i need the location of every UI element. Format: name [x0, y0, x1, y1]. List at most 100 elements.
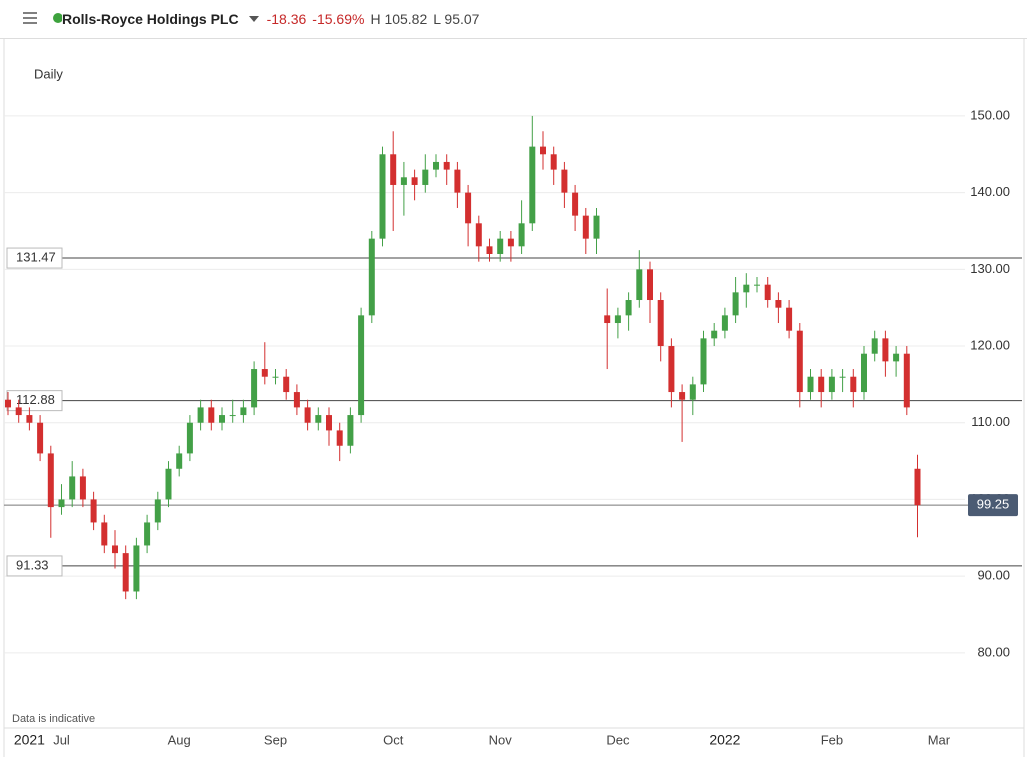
x-tick-label: Aug: [168, 732, 191, 747]
candle-body: [219, 415, 225, 423]
candle-body: [711, 330, 718, 339]
y-tick-label: 140.00: [970, 184, 1010, 199]
candle-body: [208, 407, 215, 423]
candle-body: [165, 468, 172, 500]
candle-body: [144, 522, 151, 546]
candle-body: [422, 169, 429, 185]
change-pct: -15.69%: [312, 11, 365, 27]
candle-body: [914, 468, 921, 506]
candle-body: [593, 215, 600, 239]
candle-body: [636, 269, 643, 301]
candle-body: [486, 246, 493, 254]
candle-body: [15, 407, 22, 416]
candle-body: [796, 330, 803, 393]
candle-body: [828, 376, 835, 393]
candle-body: [807, 376, 814, 393]
candle-body: [518, 223, 525, 247]
candle-body: [336, 430, 343, 446]
candle-body: [90, 499, 97, 523]
candle-body: [154, 499, 161, 523]
y-tick-label: 80.00: [977, 644, 1010, 659]
candle-body: [604, 315, 611, 324]
candle-body: [689, 384, 696, 400]
candle-body: [358, 315, 365, 416]
candle-body: [850, 376, 857, 393]
candle-body: [861, 353, 867, 393]
candle-body: [668, 346, 675, 393]
x-tick-label: Oct: [383, 732, 404, 747]
candle-body: [839, 376, 846, 378]
candle-body: [903, 353, 910, 408]
candle-body: [561, 169, 568, 193]
candle-body: [679, 392, 686, 400]
candle-body: [390, 154, 397, 185]
x-tick-label: Mar: [928, 732, 951, 747]
y-tick-label: 120.00: [970, 337, 1010, 352]
candle-body: [893, 353, 900, 362]
candle-body: [700, 338, 707, 385]
x-tick-label: 2022: [709, 732, 740, 748]
candle-body: [871, 338, 878, 354]
candle-body: [775, 300, 782, 308]
dropdown-caret[interactable]: [245, 0, 267, 38]
y-tick-label: 90.00: [977, 568, 1010, 583]
candle-body: [251, 369, 258, 408]
level-box: [6, 555, 63, 577]
candle-body: [647, 269, 653, 301]
candle-body: [47, 453, 54, 508]
candle-body: [657, 300, 664, 347]
candle-body: [315, 415, 322, 423]
candle-body: [497, 238, 504, 254]
x-tick-label: 2021: [14, 732, 45, 748]
candle-body: [37, 422, 44, 454]
candle-body: [475, 223, 482, 247]
candle-body: [882, 338, 889, 362]
candle-body: [529, 146, 536, 224]
candle-body: [400, 177, 407, 185]
candle-body: [272, 376, 279, 378]
candle-body: [540, 146, 546, 155]
candle-body: [240, 407, 247, 416]
candle-body: [625, 300, 632, 316]
menu-icon[interactable]: [0, 0, 44, 38]
candle-body: [454, 169, 461, 193]
x-tick-label: Sep: [264, 732, 287, 747]
candle-body: [368, 238, 375, 316]
candle-body: [197, 407, 204, 423]
candle-body: [283, 376, 290, 393]
candle-body: [764, 284, 771, 301]
candle-body: [122, 553, 129, 592]
interval-label: Daily: [34, 66, 63, 81]
candle-body: [79, 476, 86, 500]
low: L 95.07: [433, 11, 480, 27]
high: H 105.82: [370, 11, 428, 27]
candle-body: [614, 315, 621, 324]
status-dot: [53, 13, 62, 23]
candle-body: [572, 192, 579, 216]
candle-body: [786, 307, 793, 331]
candle-body: [550, 154, 557, 170]
candle-body: [743, 284, 750, 293]
x-tick-label: Jul: [53, 732, 70, 747]
candle-body: [229, 415, 236, 417]
candle-body: [58, 499, 65, 508]
level-label: 131.47: [16, 249, 56, 264]
candle-body: [465, 192, 472, 224]
candle-body: [818, 376, 825, 393]
x-tick-label: Nov: [489, 732, 513, 747]
candle-body: [411, 177, 418, 185]
candle-body: [721, 315, 728, 331]
candle-body: [326, 415, 332, 431]
candle-body: [379, 154, 386, 239]
candle-body: [433, 161, 439, 170]
x-tick-label: Feb: [821, 732, 843, 747]
candle-body: [5, 399, 11, 408]
candle-body: [261, 369, 268, 377]
candle-body: [507, 238, 514, 247]
last-price-box: [968, 494, 1018, 517]
candle-body: [347, 415, 354, 446]
candle-body: [69, 476, 76, 500]
instrument-name[interactable]: Rolls-Royce Holdings PLC: [62, 11, 239, 27]
